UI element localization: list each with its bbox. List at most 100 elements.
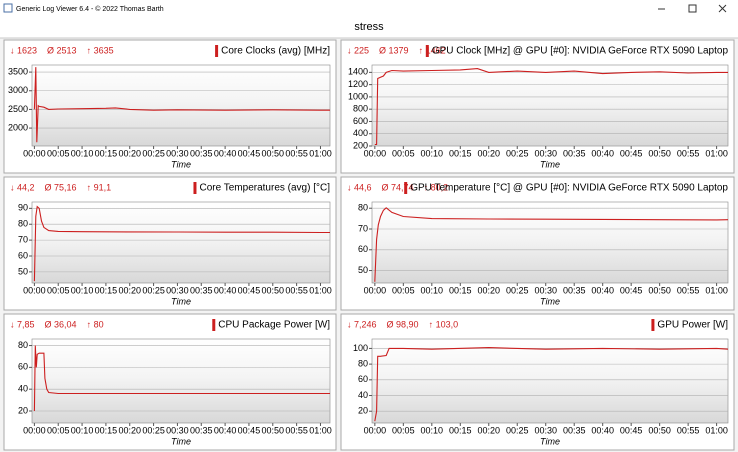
x-tick-label: 00:10 — [71, 285, 94, 295]
x-tick-label: 00:10 — [71, 425, 94, 435]
x-tick-label: 00:05 — [47, 285, 70, 295]
x-tick-label: 00:45 — [620, 148, 643, 158]
stat-value: ↓ 7,85 — [10, 319, 35, 329]
y-tick-label: 70 — [358, 223, 368, 233]
stat-value: ↑ 80 — [87, 319, 104, 329]
y-tick-label: 60 — [18, 250, 28, 260]
y-tick-label: 60 — [18, 362, 28, 372]
y-tick-label: 2000 — [8, 122, 28, 132]
y-tick-label: 70 — [18, 234, 28, 244]
y-tick-label: 50 — [358, 265, 368, 275]
x-tick-label: 01:00 — [705, 285, 728, 295]
x-tick-label: 00:10 — [421, 148, 444, 158]
x-tick-label: 00:25 — [142, 425, 165, 435]
x-tick-label: 00:00 — [23, 285, 46, 295]
x-tick-label: 01:00 — [705, 148, 728, 158]
stat-value: ↑ 80,2 — [424, 182, 449, 192]
x-tick-label: 01:00 — [705, 425, 728, 435]
x-tick-label: 00:30 — [534, 285, 557, 295]
stat-value: ↑ 103,0 — [429, 319, 459, 329]
data-line — [33, 205, 330, 282]
x-tick-label: 00:45 — [620, 285, 643, 295]
stat-value: ↓ 44,2 — [10, 182, 35, 192]
y-tick-label: 3500 — [8, 66, 28, 76]
x-tick-label: 00:55 — [677, 285, 700, 295]
x-tick-label: 00:25 — [506, 425, 529, 435]
x-tick-label: 00:15 — [95, 148, 118, 158]
x-tick-label: 00:40 — [591, 148, 614, 158]
close-button[interactable] — [718, 4, 727, 13]
x-tick-label: 00:50 — [262, 285, 285, 295]
y-tick-label: 80 — [18, 219, 28, 229]
x-tick-label: 01:00 — [309, 148, 332, 158]
y-tick-label: 20 — [358, 406, 368, 416]
x-tick-label: 00:10 — [71, 148, 94, 158]
app-icon — [3, 3, 13, 13]
plot-area — [31, 338, 331, 424]
stat-value: Ø 98,90 — [387, 319, 419, 329]
x-tick-label: 00:35 — [190, 148, 213, 158]
x-tick-label: 00:00 — [364, 285, 387, 295]
stat-value: ↓ 225 — [347, 45, 369, 55]
x-tick-label: 00:20 — [478, 425, 501, 435]
x-axis-title: Time — [540, 296, 560, 306]
y-tick-label: 1400 — [348, 67, 368, 77]
x-tick-label: 00:50 — [648, 148, 671, 158]
x-tick-label: 00:55 — [677, 148, 700, 158]
x-tick-label: 00:00 — [23, 148, 46, 158]
x-axis-title: Time — [171, 159, 191, 169]
x-tick-label: 00:15 — [95, 425, 118, 435]
stat-value: Ø 36,04 — [45, 319, 77, 329]
data-line — [374, 68, 728, 146]
plot-area — [31, 64, 331, 147]
log-heading: stress — [354, 21, 384, 33]
x-tick-label: 00:30 — [534, 425, 557, 435]
x-tick-label: 00:20 — [478, 285, 501, 295]
x-tick-label: 00:05 — [392, 148, 415, 158]
x-tick-label: 01:00 — [309, 285, 332, 295]
stat-value: Ø 74,74 — [382, 182, 414, 192]
data-line — [33, 67, 330, 143]
stat-value: ↑ 3635 — [87, 45, 114, 55]
y-tick-label: 80 — [358, 358, 368, 368]
x-axis-title: Time — [171, 436, 191, 446]
x-tick-label: 00:20 — [118, 285, 141, 295]
legend-marker — [193, 182, 197, 194]
x-tick-label: 00:40 — [591, 425, 614, 435]
x-tick-label: 00:30 — [166, 148, 189, 158]
legend-label: Core Temperatures (avg) [°C] — [199, 183, 330, 194]
x-tick-label: 00:25 — [506, 148, 529, 158]
stat-value: Ø 1379 — [379, 45, 409, 55]
x-tick-label: 00:45 — [620, 425, 643, 435]
x-tick-label: 00:20 — [118, 148, 141, 158]
y-tick-label: 3000 — [8, 85, 28, 95]
plot-area — [31, 201, 331, 284]
x-tick-label: 00:15 — [449, 148, 472, 158]
window-title: Generic Log Viewer 6.4 - © 2022 Thomas B… — [16, 5, 164, 13]
x-tick-label: 00:55 — [285, 425, 308, 435]
y-tick-label: 80 — [358, 203, 368, 213]
x-tick-label: 00:35 — [563, 148, 586, 158]
x-tick-label: 00:00 — [23, 425, 46, 435]
x-tick-label: 00:15 — [449, 425, 472, 435]
x-tick-label: 00:40 — [591, 285, 614, 295]
y-tick-label: 400 — [353, 128, 368, 138]
y-tick-label: 200 — [353, 140, 368, 150]
x-tick-label: 00:05 — [392, 425, 415, 435]
x-tick-label: 00:10 — [421, 425, 444, 435]
x-tick-label: 00:05 — [392, 285, 415, 295]
x-tick-label: 00:20 — [118, 425, 141, 435]
y-tick-label: 1000 — [348, 91, 368, 101]
x-axis-title: Time — [171, 296, 191, 306]
maximize-button[interactable] — [688, 4, 697, 13]
plot-area — [371, 338, 729, 424]
x-tick-label: 00:20 — [478, 148, 501, 158]
y-tick-label: 80 — [18, 340, 28, 350]
x-tick-label: 00:55 — [677, 425, 700, 435]
x-tick-label: 00:35 — [563, 425, 586, 435]
plot-area — [371, 201, 729, 284]
stat-value: ↑ 1462 — [419, 45, 446, 55]
y-tick-label: 60 — [358, 374, 368, 384]
y-tick-label: 90 — [18, 203, 28, 213]
y-tick-label: 20 — [18, 405, 28, 415]
